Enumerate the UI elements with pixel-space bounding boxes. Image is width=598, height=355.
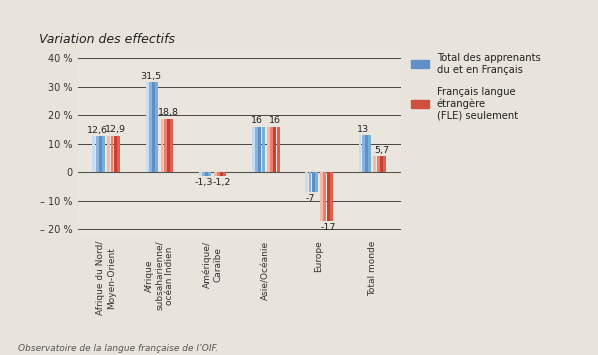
Bar (220, 172, 223, 176)
Text: Variation des effectifs: Variation des effectifs (39, 33, 175, 46)
Bar (107, 136, 110, 172)
Bar (111, 136, 114, 172)
Bar (309, 172, 312, 192)
Text: Observatoire de la langue française de l’OIF.: Observatoire de la langue française de l… (18, 344, 218, 353)
Text: -17: -17 (321, 223, 336, 232)
Text: 16: 16 (269, 116, 281, 125)
Bar (93, 136, 95, 172)
Text: 12,6: 12,6 (87, 126, 108, 135)
Bar (321, 172, 323, 221)
Bar (149, 82, 152, 172)
Bar (199, 172, 202, 176)
Bar (202, 172, 205, 176)
Bar (273, 127, 276, 172)
Bar (327, 172, 329, 221)
Text: 18,8: 18,8 (158, 108, 179, 117)
Bar (114, 136, 117, 172)
Bar (312, 172, 315, 192)
Bar (359, 135, 362, 172)
Bar (270, 127, 273, 172)
Bar (262, 127, 265, 172)
Bar (383, 156, 386, 172)
Bar (224, 172, 226, 176)
Bar (362, 135, 365, 172)
Bar (99, 136, 102, 172)
Bar (368, 135, 371, 172)
Bar (102, 136, 105, 172)
Bar (324, 172, 327, 221)
Bar (315, 172, 318, 192)
Text: 16: 16 (251, 116, 263, 125)
Text: 13: 13 (357, 125, 370, 134)
Bar (146, 82, 148, 172)
Bar (374, 156, 376, 172)
Bar (205, 172, 208, 176)
Bar (96, 136, 99, 172)
Text: -1,3: -1,3 (194, 178, 213, 187)
Legend: Total des apprenants
du et en Français, Français langue
étrangère
(FLE) seulemen: Total des apprenants du et en Français, … (409, 51, 542, 122)
Text: 5,7: 5,7 (374, 146, 389, 155)
Bar (255, 127, 258, 172)
Text: -1,2: -1,2 (212, 178, 231, 187)
Bar (380, 156, 383, 172)
Bar (330, 172, 332, 221)
Bar (160, 119, 163, 172)
Text: 31,5: 31,5 (140, 72, 161, 81)
Bar (164, 119, 167, 172)
Bar (277, 127, 279, 172)
Bar (155, 82, 158, 172)
Bar (267, 127, 270, 172)
Bar (377, 156, 380, 172)
Bar (152, 82, 155, 172)
Bar (252, 127, 255, 172)
Bar (117, 136, 120, 172)
Bar (365, 135, 368, 172)
Text: 12,9: 12,9 (105, 125, 126, 134)
Bar (209, 172, 211, 176)
Bar (217, 172, 220, 176)
Text: -7: -7 (306, 194, 315, 203)
Bar (167, 119, 170, 172)
Bar (306, 172, 308, 192)
Bar (258, 127, 261, 172)
Bar (170, 119, 173, 172)
Bar (213, 172, 216, 176)
